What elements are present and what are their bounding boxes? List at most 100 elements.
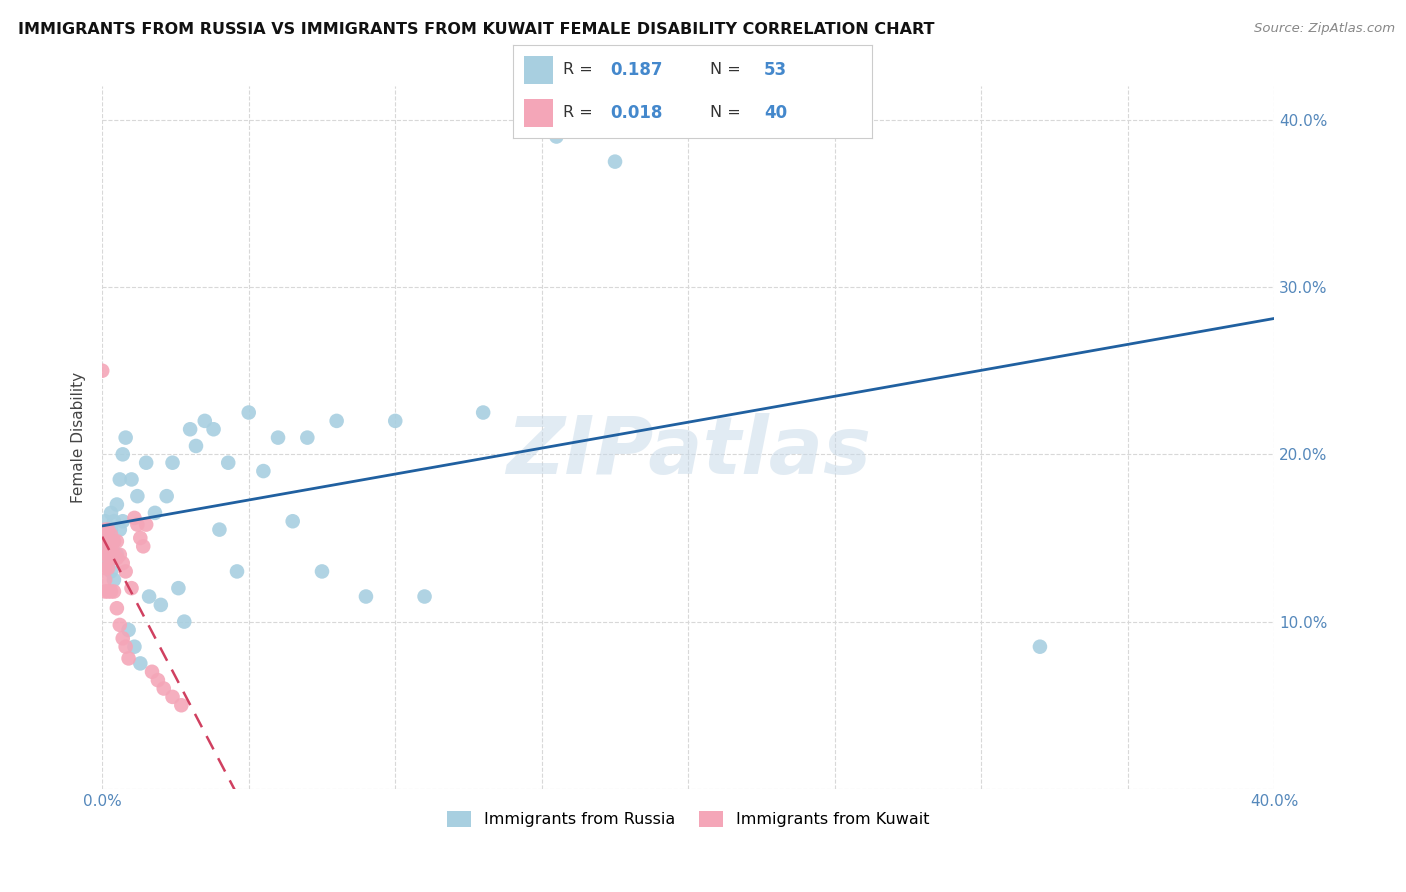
Point — [103, 548, 125, 562]
Point — [603, 154, 626, 169]
Text: N =: N = — [710, 62, 747, 78]
Point — [103, 534, 125, 549]
Point — [138, 590, 160, 604]
Text: 0.018: 0.018 — [610, 104, 662, 122]
Point — [103, 514, 125, 528]
Point — [170, 698, 193, 713]
Text: Source: ZipAtlas.com: Source: ZipAtlas.com — [1254, 22, 1395, 36]
Point — [124, 640, 146, 654]
Bar — [524, 56, 553, 84]
Point — [152, 681, 174, 696]
Point — [208, 523, 231, 537]
Point — [111, 447, 134, 461]
Point — [94, 534, 117, 549]
Point — [97, 523, 120, 537]
Point — [129, 531, 152, 545]
Point — [129, 657, 152, 671]
Point — [194, 414, 217, 428]
Y-axis label: Female Disability: Female Disability — [72, 372, 86, 503]
Point — [94, 514, 117, 528]
Point — [103, 573, 125, 587]
Point — [100, 551, 122, 566]
Point — [325, 414, 347, 428]
Point — [94, 523, 117, 537]
Point — [167, 581, 190, 595]
Point — [124, 511, 146, 525]
Point — [97, 534, 120, 549]
Point — [114, 565, 136, 579]
Text: N =: N = — [710, 105, 747, 120]
Point — [156, 489, 179, 503]
Text: R =: R = — [564, 105, 599, 120]
Point — [111, 556, 134, 570]
Text: R =: R = — [564, 62, 599, 78]
Point — [184, 439, 207, 453]
Point — [111, 632, 134, 646]
Point — [127, 489, 149, 503]
Point — [114, 640, 136, 654]
Text: 53: 53 — [765, 61, 787, 78]
Point — [94, 584, 117, 599]
Point — [146, 673, 169, 688]
Point — [105, 548, 128, 562]
Point — [91, 364, 114, 378]
Point — [103, 534, 125, 549]
Point — [121, 472, 143, 486]
Point — [202, 422, 225, 436]
Point — [97, 561, 120, 575]
Point — [100, 584, 122, 599]
Point — [354, 590, 377, 604]
Point — [179, 422, 201, 436]
Point — [105, 534, 128, 549]
Point — [173, 615, 195, 629]
Point — [162, 456, 184, 470]
Point — [114, 431, 136, 445]
Point — [311, 565, 333, 579]
Point — [472, 405, 495, 419]
Point — [94, 548, 117, 562]
Point — [108, 548, 131, 562]
Point — [100, 523, 122, 537]
Point — [94, 573, 117, 587]
Point — [105, 498, 128, 512]
Point — [105, 601, 128, 615]
Point — [217, 456, 239, 470]
Point — [100, 539, 122, 553]
Point — [100, 548, 122, 562]
Point — [103, 584, 125, 599]
Point — [105, 551, 128, 566]
Point — [1029, 640, 1052, 654]
Point — [546, 129, 568, 144]
Point — [117, 651, 139, 665]
Point — [97, 556, 120, 570]
Point — [97, 548, 120, 562]
Point — [97, 539, 120, 553]
Point — [108, 472, 131, 486]
Legend: Immigrants from Russia, Immigrants from Kuwait: Immigrants from Russia, Immigrants from … — [441, 805, 936, 834]
Point — [127, 517, 149, 532]
Point — [135, 456, 157, 470]
Point — [94, 561, 117, 575]
Point — [252, 464, 274, 478]
Point — [111, 514, 134, 528]
Text: ZIPatlas: ZIPatlas — [506, 413, 870, 491]
Point — [117, 623, 139, 637]
Point — [94, 531, 117, 545]
Point — [108, 523, 131, 537]
Bar — [524, 99, 553, 127]
Point — [281, 514, 304, 528]
Point — [384, 414, 406, 428]
Point — [97, 584, 120, 599]
Text: 40: 40 — [765, 104, 787, 122]
Point — [162, 690, 184, 704]
Point — [108, 618, 131, 632]
Point — [143, 506, 166, 520]
Point — [100, 565, 122, 579]
Point — [267, 431, 290, 445]
Point — [132, 539, 155, 553]
Text: IMMIGRANTS FROM RUSSIA VS IMMIGRANTS FROM KUWAIT FEMALE DISABILITY CORRELATION C: IMMIGRANTS FROM RUSSIA VS IMMIGRANTS FRO… — [18, 22, 935, 37]
Point — [135, 517, 157, 532]
Point — [238, 405, 260, 419]
Text: 0.187: 0.187 — [610, 61, 662, 78]
Point — [100, 506, 122, 520]
